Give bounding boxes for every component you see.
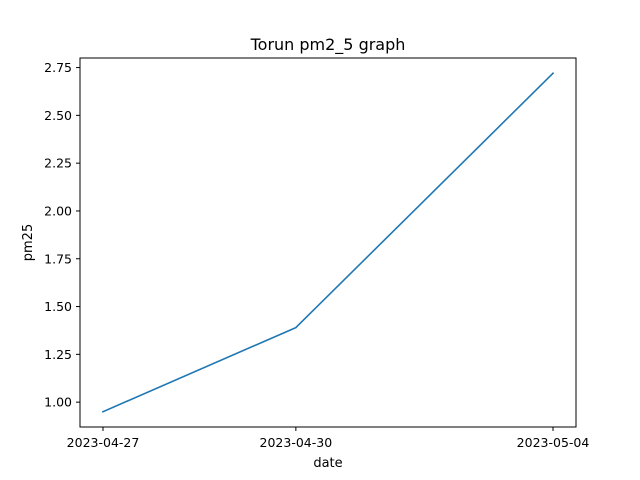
y-tick-label: 1.25 (44, 347, 72, 362)
plot-area (80, 58, 576, 427)
data-point (552, 72, 554, 75)
x-axis-label: date (313, 456, 342, 471)
y-axis-label: pm25 (21, 224, 36, 261)
y-tick-label: 2.00 (44, 203, 72, 218)
y-tick-label: 1.75 (44, 251, 72, 266)
plot-frame (79, 57, 577, 428)
series-layer (101, 72, 555, 413)
data-point (295, 326, 297, 329)
y-tick-label: 2.25 (44, 156, 72, 171)
x-tick-label: 2023-04-27 (67, 435, 140, 450)
x-tick-label: 2023-04-30 (260, 435, 333, 450)
y-tick-label: 1.50 (44, 299, 72, 314)
x-axis: 2023-04-27 2023-04-30 2023-05-04 (67, 427, 590, 450)
y-axis: 1.00 1.25 1.50 1.75 2.00 2.25 2.50 2.75 (44, 60, 80, 410)
data-point (102, 410, 104, 413)
y-tick-label: 1.00 (44, 395, 72, 410)
x-tick-label: 2023-05-04 (517, 435, 590, 450)
y-tick-label: 2.50 (44, 108, 72, 123)
chart-title: Torun pm2_5 graph (250, 35, 406, 55)
y-tick-label: 2.75 (44, 60, 72, 75)
